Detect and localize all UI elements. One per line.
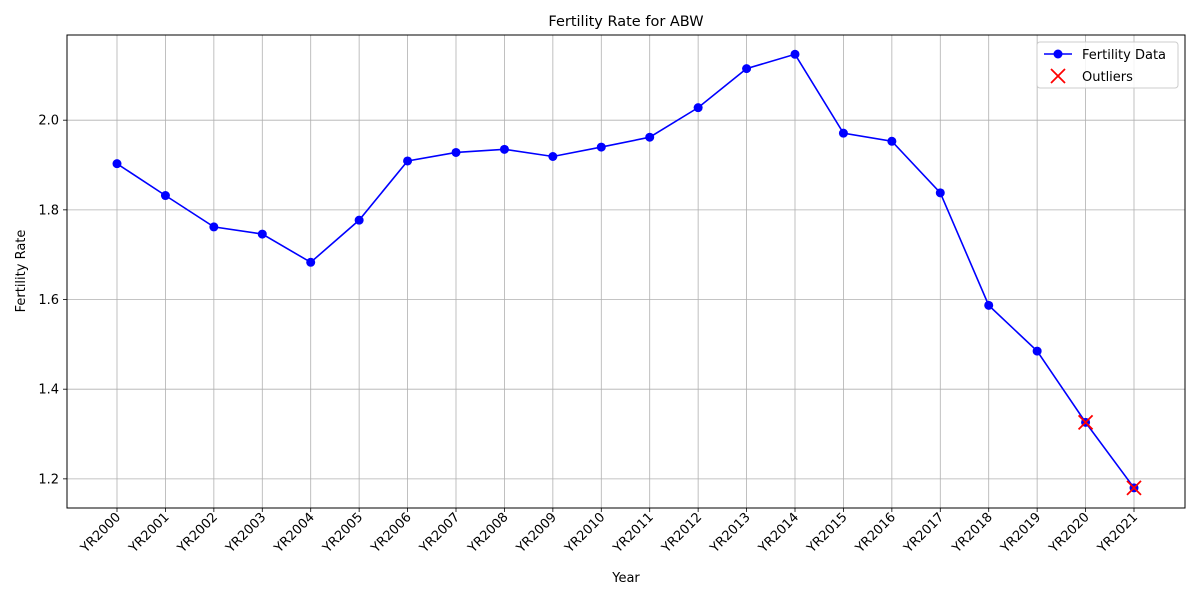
y-tick-label: 1.2	[38, 472, 59, 487]
chart-title: Fertility Rate for ABW	[548, 14, 703, 30]
data-point	[112, 159, 122, 169]
data-point	[354, 215, 364, 225]
data-point	[499, 144, 509, 154]
x-tick-label: YR2021	[1094, 510, 1141, 557]
x-tick-label: YR2011	[610, 510, 657, 557]
outlier-layer	[1077, 414, 1142, 496]
x-tick-label: YR2008	[465, 510, 512, 557]
data-point	[596, 142, 606, 152]
data-point	[451, 147, 461, 157]
x-tick-label: YR2018	[949, 510, 996, 557]
x-axis-label: Year	[611, 571, 640, 586]
data-point	[984, 300, 994, 310]
outlier-marker	[1077, 414, 1094, 431]
data-point	[887, 136, 897, 146]
data-point	[935, 188, 945, 198]
x-tick-label: YR2019	[998, 510, 1045, 557]
data-point	[306, 257, 316, 267]
y-tick-label: 1.8	[38, 203, 59, 218]
x-tick-label: YR2012	[659, 510, 706, 557]
x-tick-label: YR2006	[368, 510, 415, 557]
x-tick-label: YR2020	[1046, 510, 1093, 557]
plot-area	[66, 34, 1186, 509]
y-tick-label: 2.0	[38, 114, 59, 129]
axis-ticks: YR2000 YR2001 YR2002 YR2003 YR2004 YR2005 YR20…	[38, 114, 1141, 557]
grid	[67, 35, 1185, 508]
x-tick-label: YR2010	[562, 510, 609, 557]
x-tick-label: YR2000	[77, 510, 124, 557]
y-tick-label: 1.6	[38, 293, 59, 308]
legend-label-outliers: Outliers	[1082, 70, 1133, 85]
y-axis-label: Fertility Rate	[14, 230, 29, 313]
legend-label-fertility-data: Fertility Data	[1082, 48, 1166, 63]
data-point	[403, 156, 413, 166]
x-tick-label: YR2007	[416, 510, 463, 557]
x-tick-label: YR2016	[852, 510, 899, 557]
x-tick-label: YR2017	[901, 510, 948, 557]
data-point	[160, 191, 170, 201]
x-tick-label: YR2014	[755, 510, 802, 557]
data-point	[645, 132, 655, 142]
outlier-stroke	[1126, 480, 1142, 496]
legend-box	[1036, 41, 1179, 89]
data-point	[838, 128, 848, 138]
outlier-stroke	[1077, 414, 1094, 431]
data-point	[209, 222, 219, 232]
x-tick-label: YR2009	[513, 510, 560, 557]
x-tick-label: YR2003	[223, 510, 270, 557]
data-point	[548, 152, 558, 162]
legend: Fertility Data Outliers	[1036, 41, 1179, 89]
legend-circle-marker-icon	[1053, 49, 1063, 59]
series-line-fertility-data	[116, 53, 1135, 489]
x-tick-label: YR2001	[126, 510, 173, 557]
x-tick-label: YR2013	[707, 510, 754, 557]
legend-x-marker-icon	[1050, 68, 1066, 84]
x-tick-label: YR2015	[804, 510, 851, 557]
x-tick-label: YR2004	[271, 510, 318, 557]
x-tick-label: YR2005	[320, 510, 367, 557]
data-point	[257, 229, 267, 239]
outlier-marker	[1126, 480, 1142, 496]
series-layer	[112, 49, 1139, 493]
data-point	[1032, 346, 1042, 356]
data-point	[742, 64, 752, 74]
data-point	[693, 103, 703, 113]
x-tick-label: YR2002	[174, 510, 221, 557]
data-point	[790, 49, 800, 59]
y-tick-label: 1.4	[38, 383, 59, 398]
